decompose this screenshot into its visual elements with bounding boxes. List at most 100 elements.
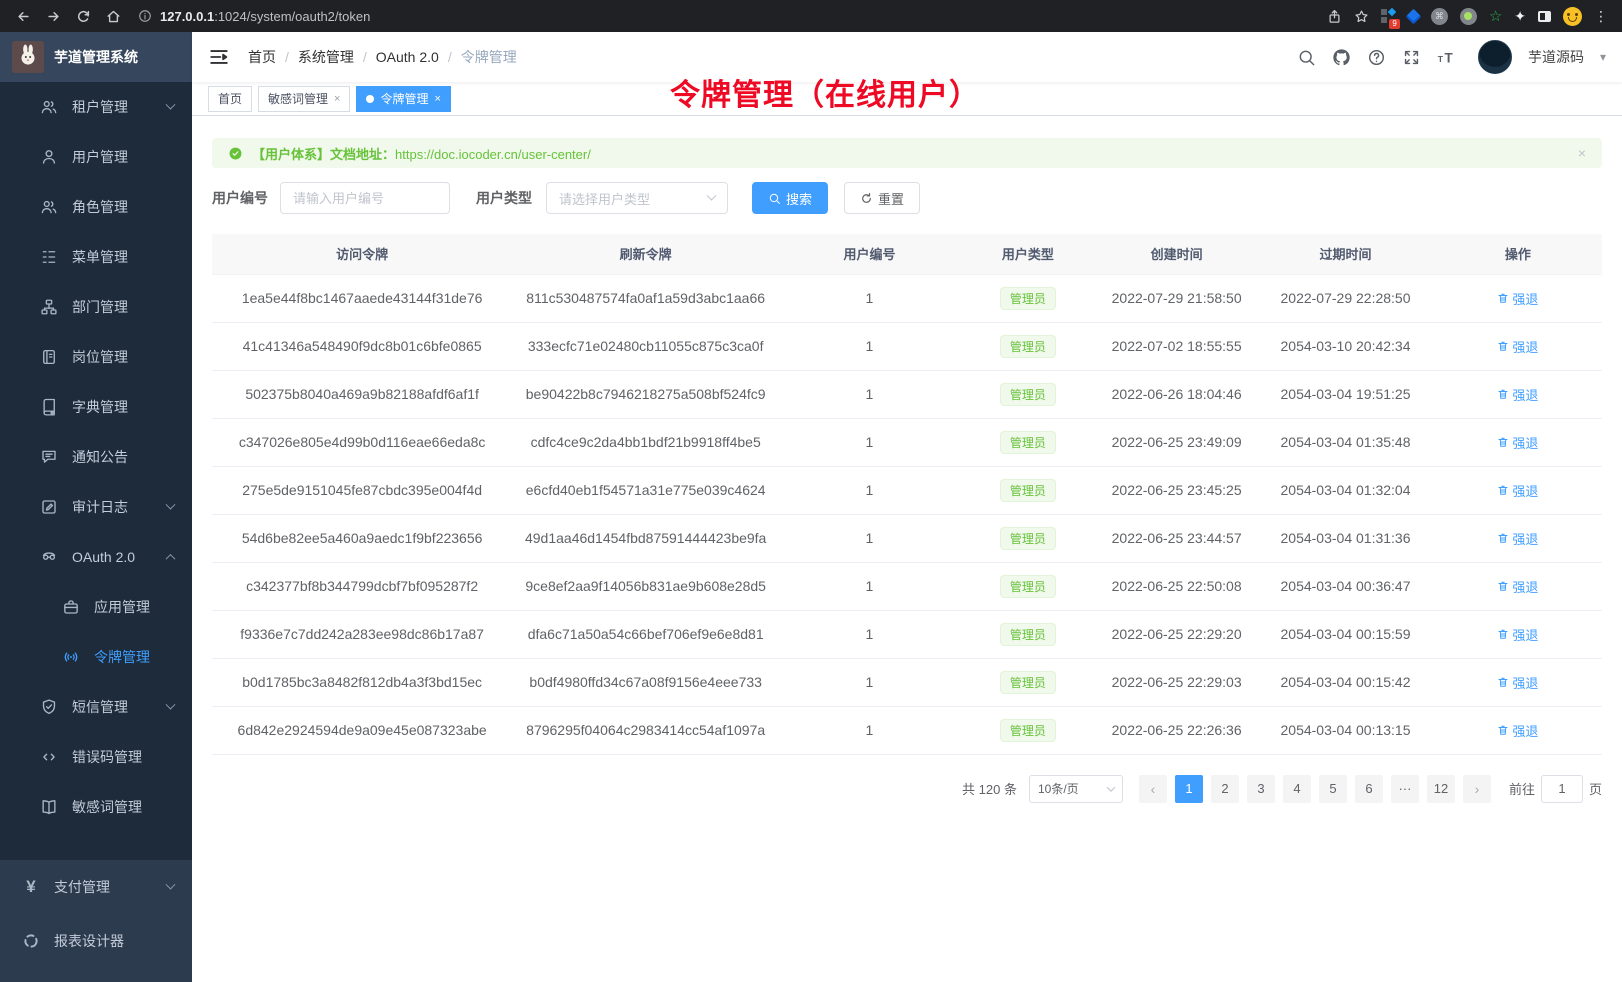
share-icon[interactable] [1327, 3, 1342, 29]
force-logout-button[interactable]: 强退 [1497, 673, 1538, 692]
breadcrumb-item[interactable]: 首页 [248, 49, 276, 65]
github-icon[interactable] [1332, 48, 1351, 67]
sidebar-item-error-code-management[interactable]: 错误码管理 [0, 732, 192, 782]
alert-doc-link[interactable]: https://doc.iocoder.cn/user-center/ [395, 146, 591, 162]
site-info-icon[interactable] [138, 9, 152, 23]
sidebar-item-post-management[interactable]: 岗位管理 [0, 332, 192, 382]
page-size-select[interactable]: 10条/页 [1028, 774, 1123, 803]
created-time-cell: 2022-07-29 21:58:50 [1096, 273, 1258, 323]
sidebar-item-dept-management[interactable]: 部门管理 [0, 282, 192, 332]
browser-forward-icon[interactable] [40, 3, 66, 29]
force-logout-button[interactable]: 强退 [1497, 337, 1538, 356]
extension-dot-icon[interactable] [1459, 7, 1477, 25]
doc-alert: 【用户体系】文档地址：https://doc.iocoder.cn/user-c… [212, 138, 1602, 168]
address-bar[interactable]: 127.0.0.1:1024/system/oauth2/token [138, 9, 1323, 24]
sidebar-item-sensitive-word-management[interactable]: 敏感词管理 [0, 782, 192, 832]
force-logout-button[interactable]: 强退 [1497, 289, 1538, 308]
sidebar-item-dict-management[interactable]: 字典管理 [0, 382, 192, 432]
pager-page-6[interactable]: 6 [1354, 774, 1383, 803]
extension-grid-icon[interactable]: 9 [1380, 7, 1400, 29]
user-type-label: 用户类型 [476, 190, 532, 206]
trash-icon [1497, 580, 1509, 592]
expire-time-cell: 2054-03-04 19:51:25 [1257, 370, 1434, 419]
user-type-select[interactable]: 请选择用户类型 [546, 182, 728, 214]
breadcrumb-item[interactable]: 系统管理 [297, 49, 354, 65]
browser-back-icon[interactable] [10, 3, 36, 29]
sidebar-item-payment-management[interactable]: ¥ 支付管理 [0, 860, 192, 914]
force-logout-button[interactable]: 强退 [1497, 577, 1538, 596]
sidebar-item-token-management[interactable]: 令牌管理 [0, 632, 192, 682]
sidebar-item-audit-log[interactable]: 审计日志 [0, 482, 192, 532]
search-icon[interactable] [1297, 48, 1316, 67]
token-table: 访问令牌 刷新令牌 用户编号 用户类型 创建时间 过期时间 操作 1ea5e44f8bc14… [212, 234, 1602, 755]
browser-home-icon[interactable] [100, 3, 126, 29]
side-panel-icon[interactable] [1538, 10, 1551, 22]
breadcrumb-item[interactable]: OAuth 2.0 [375, 49, 439, 65]
pager-page-2[interactable]: 2 [1210, 774, 1239, 803]
extension-green-star-icon[interactable]: ☆ [1488, 8, 1503, 25]
tab-sensitive-word[interactable]: 敏感词管理 × [258, 85, 351, 112]
fullscreen-icon[interactable] [1402, 48, 1421, 67]
dict-icon [40, 398, 58, 416]
tab-token[interactable]: 令牌管理 × [356, 85, 451, 112]
refresh-token-cell: 8796295f04064c2983414cc54af1097a [512, 706, 780, 755]
user-id-cell: 1 [779, 273, 960, 323]
sidebar-item-oauth2[interactable]: OAuth 2.0 [0, 532, 192, 582]
force-logout-button[interactable]: 强退 [1497, 721, 1538, 740]
pager-page-4[interactable]: 4 [1282, 774, 1311, 803]
goto-page-input[interactable] [1540, 774, 1583, 803]
force-logout-button[interactable]: 强退 [1497, 625, 1538, 644]
force-logout-button[interactable]: 强退 [1497, 481, 1538, 500]
pager-page-12[interactable]: 12 [1426, 774, 1455, 803]
force-logout-button[interactable]: 强退 [1497, 385, 1538, 404]
app-logo-bar[interactable]: 芋道管理系统 [0, 32, 192, 82]
extension-circle-icon[interactable]: ⌘ [1430, 7, 1448, 25]
user-avatar[interactable] [1477, 40, 1512, 74]
caret-down-icon[interactable]: ▾ [1599, 50, 1606, 64]
pager-prev-button[interactable]: ‹ [1138, 774, 1167, 803]
org-icon [40, 298, 58, 316]
column-header: 过期时间 [1257, 234, 1434, 274]
alert-close-icon[interactable]: × [1577, 145, 1586, 161]
reset-button[interactable]: 重置 [844, 182, 921, 214]
sidebar-item-sms-management[interactable]: 短信管理 [0, 682, 192, 732]
browser-menu-icon[interactable]: ⋮ [1594, 7, 1608, 24]
pager-more-button[interactable]: ··· [1390, 774, 1419, 803]
pager-page-1[interactable]: 1 [1174, 774, 1203, 803]
user-id-label: 用户编号 [212, 190, 268, 206]
search-button[interactable]: 搜索 [752, 182, 829, 214]
extension-gem-icon[interactable] [1405, 8, 1422, 24]
sidebar-item-user-management[interactable]: 用户管理 [0, 132, 192, 182]
pager-page-5[interactable]: 5 [1318, 774, 1347, 803]
goto-label: 前往 [1508, 782, 1535, 797]
browser-profile-avatar[interactable] [1563, 6, 1582, 26]
pager-next-button[interactable]: › [1462, 774, 1491, 803]
user-id-cell: 1 [779, 658, 960, 707]
force-logout-button[interactable]: 强退 [1497, 433, 1538, 452]
pager-page-3[interactable]: 3 [1246, 774, 1275, 803]
username[interactable]: 芋道源码 [1527, 49, 1584, 65]
sidebar-item-role-management[interactable]: 角色管理 [0, 182, 192, 232]
sidebar-fold-icon[interactable] [208, 46, 230, 68]
help-icon[interactable] [1367, 48, 1386, 67]
force-logout-button[interactable]: 强退 [1497, 529, 1538, 548]
sidebar-item-app-management[interactable]: 应用管理 [0, 582, 192, 632]
chat-icon [40, 448, 58, 466]
user-id-input[interactable] [280, 182, 450, 214]
table-row: 54d6be82ee5a460a9aedc1f9bf223656 49d1aa46… [212, 514, 1602, 563]
sidebar-item-notice-announcement[interactable]: 通知公告 [0, 432, 192, 482]
extension-white-star-icon[interactable]: ✦ [1514, 7, 1526, 24]
table-row: 41c41346a548490f9dc8b01c6bfe0865 333ecfc7… [212, 322, 1602, 371]
tab-close-icon[interactable]: × [334, 92, 341, 105]
browser-reload-icon[interactable] [70, 3, 96, 29]
user-type-badge: 管理员 [999, 574, 1056, 598]
bookmark-star-icon[interactable] [1354, 3, 1369, 29]
sidebar-item-menu-management[interactable]: 菜单管理 [0, 232, 192, 282]
sidebar-item-report-designer[interactable]: 报表设计器 [0, 914, 192, 968]
tab-home[interactable]: 首页 [208, 85, 253, 112]
created-time-cell: 2022-06-25 22:29:20 [1096, 610, 1258, 659]
created-time-cell: 2022-06-26 18:04:46 [1096, 370, 1258, 419]
sidebar-item-tenant-management[interactable]: 租户管理 [0, 82, 192, 132]
tab-close-icon[interactable]: × [434, 92, 441, 105]
